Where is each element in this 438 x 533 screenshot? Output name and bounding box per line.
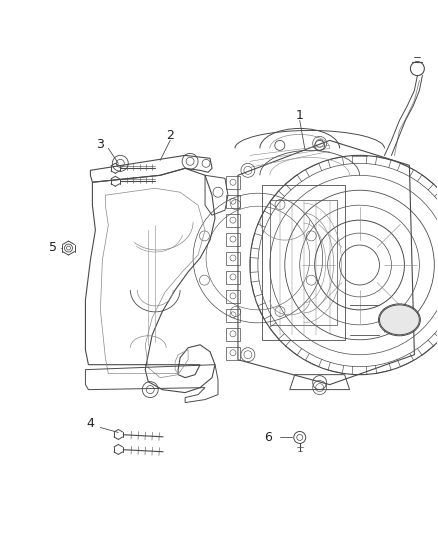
Text: 1: 1 <box>296 109 304 122</box>
Ellipse shape <box>379 305 419 335</box>
Text: 5: 5 <box>49 240 57 254</box>
Text: 3: 3 <box>96 138 104 151</box>
Text: 4: 4 <box>86 417 94 430</box>
Text: 2: 2 <box>166 129 174 142</box>
Text: 6: 6 <box>264 431 272 444</box>
